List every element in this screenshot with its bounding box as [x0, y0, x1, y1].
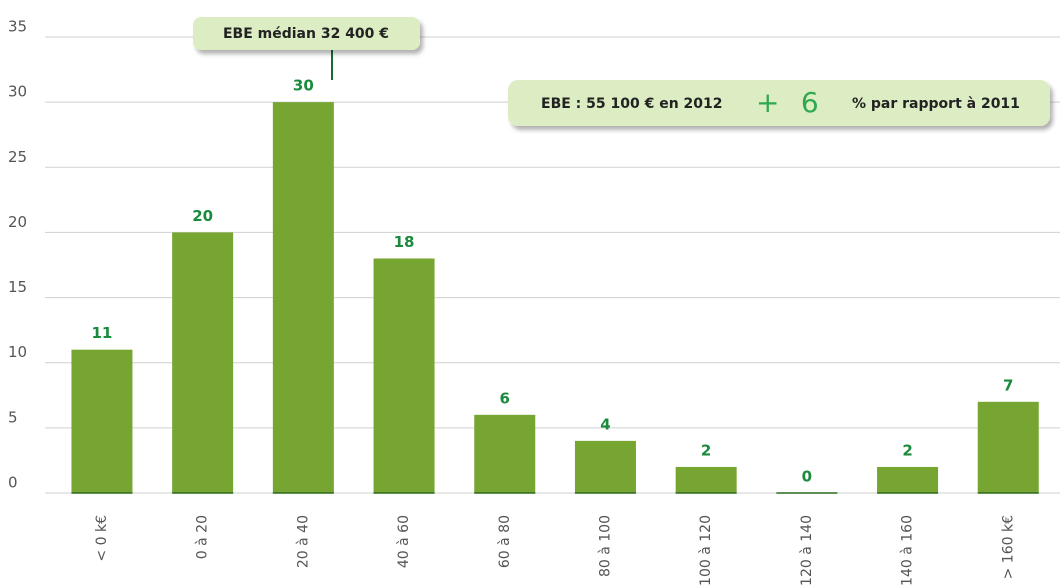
x-tick-label: 60 à 80 — [497, 515, 513, 568]
x-tick-label: 20 à 40 — [295, 515, 311, 568]
value-label: 11 — [92, 324, 113, 342]
bar — [272, 102, 334, 494]
y-tick-label: 15 — [8, 278, 27, 296]
bar — [172, 232, 234, 493]
change-suffix: % par rapport à 2011 — [852, 96, 1020, 112]
median-label: EBE médian 32 400 € — [223, 26, 389, 42]
value-label: 2 — [701, 441, 711, 459]
bar — [574, 440, 636, 493]
change-value: 6 — [801, 86, 819, 119]
value-label: 7 — [1003, 376, 1013, 394]
bar — [977, 401, 1039, 493]
value-label: 6 — [500, 389, 510, 407]
x-tick-label: 140 à 160 — [900, 515, 916, 585]
x-tick-label: < 0 k€ — [94, 515, 110, 562]
callout-box — [193, 17, 420, 50]
bar — [71, 349, 133, 493]
y-tick-label: 30 — [8, 83, 27, 101]
value-label: 20 — [192, 207, 213, 225]
value-label: 18 — [394, 233, 415, 251]
change-sign: + — [756, 86, 779, 119]
y-tick-label: 25 — [8, 148, 27, 166]
summary-callout: EBE : 55 100 € en 2012 + 6 % par rapport… — [508, 80, 1050, 126]
value-label: 2 — [902, 441, 912, 459]
bar — [373, 258, 435, 493]
bar — [675, 466, 737, 493]
y-tick-label: 0 — [8, 474, 18, 492]
value-label: 0 — [802, 468, 812, 486]
x-tick-label: 100 à 120 — [698, 515, 714, 585]
y-tick-label: 20 — [8, 213, 27, 231]
x-tick-label: 0 à 20 — [195, 515, 211, 559]
y-tick-label: 35 — [8, 18, 27, 36]
value-label: 4 — [600, 415, 610, 433]
bar — [474, 414, 536, 493]
median-callout: EBE médian 32 400 € — [193, 17, 420, 80]
bar — [877, 466, 939, 493]
x-tick-label: 80 à 100 — [597, 515, 613, 577]
x-tick-label: 120 à 140 — [799, 515, 815, 585]
x-tick-label: > 160 k€ — [1000, 515, 1016, 579]
summary-text: EBE : 55 100 € en 2012 + 6 % par rapport… — [541, 86, 1020, 119]
callout-box — [508, 80, 1050, 126]
value-label: 30 — [293, 77, 314, 95]
summary-label: EBE : 55 100 € en 2012 — [541, 96, 723, 112]
y-tick-label: 10 — [8, 343, 27, 361]
y-tick-label: 5 — [8, 408, 18, 426]
x-tick-label: 40 à 60 — [396, 515, 412, 568]
